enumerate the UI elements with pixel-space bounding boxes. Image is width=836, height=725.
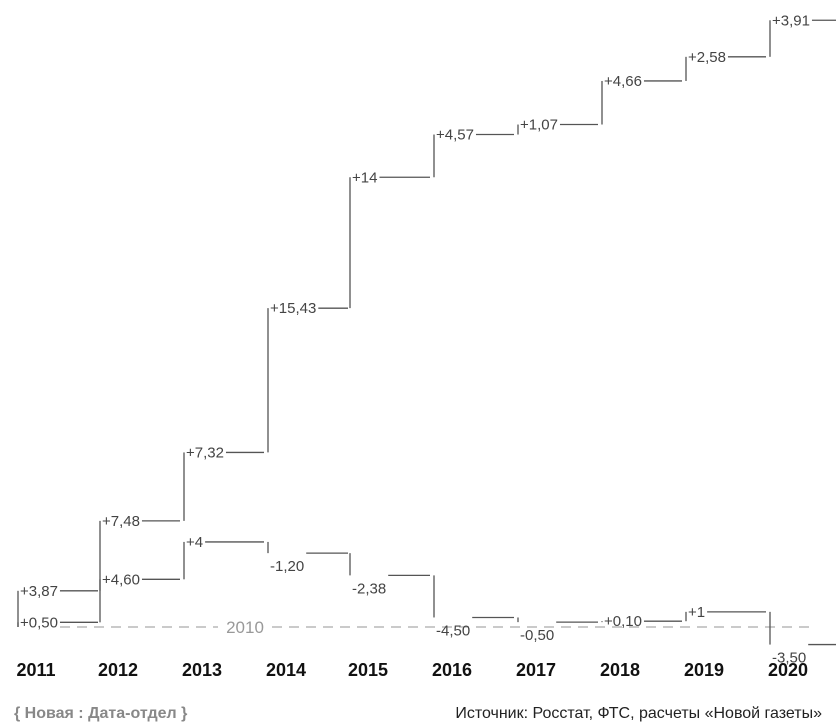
baseline-label: 2010 (226, 618, 264, 637)
series-1-label-2015: +14 (352, 169, 377, 186)
series-1-label-2017: +1,07 (520, 117, 558, 134)
series-1-label-2019: +2,58 (688, 49, 726, 66)
series-2-label-2011: +0,50 (20, 614, 58, 631)
year-label-2018: 2018 (600, 660, 640, 680)
year-label-2019: 2019 (684, 660, 724, 680)
brand-label: { Новая : Дата-отдел } (14, 705, 188, 722)
year-label-2017: 2017 (516, 660, 556, 680)
series-2-label-2013: +4 (186, 534, 203, 551)
series-1-label-2012: +7,48 (102, 513, 140, 530)
series-1-label-2018: +4,66 (604, 73, 642, 90)
series-2-label-2014: -1,20 (270, 558, 304, 575)
series-2-label-2018: +0,10 (604, 613, 642, 630)
series-2-label-2017: -0,50 (520, 627, 554, 644)
year-label-2016: 2016 (432, 660, 472, 680)
series-1-label-2020: +3,91 (772, 12, 810, 29)
series-2-label-2016: -4,50 (436, 622, 470, 639)
year-label-2013: 2013 (182, 660, 222, 680)
series-2-label-2015: -2,38 (352, 580, 386, 597)
series-2-label-2019: +1 (688, 604, 705, 621)
step-chart: 2010 +3,87 +7,48 +7,32 +15,43 +14 +4,57 +1,07 +4… (16, 12, 836, 680)
series-1-label-2014: +15,43 (270, 300, 316, 317)
year-label-2015: 2015 (348, 660, 388, 680)
series-1-label-2011: +3,87 (20, 583, 58, 600)
series-2-label-2020: -3,50 (772, 650, 806, 667)
year-label-2020: 2020 (768, 660, 808, 680)
year-label-2012: 2012 (98, 660, 138, 680)
series-2-label-2012: +4,60 (102, 571, 140, 588)
year-label-2011: 2011 (16, 660, 55, 680)
source-note: Источник: Росстат, ФТС, расчеты «Новой г… (455, 705, 822, 722)
year-label-2014: 2014 (266, 660, 306, 680)
series-1-label-2013: +7,32 (186, 444, 224, 461)
series-1-label-2016: +4,57 (436, 127, 474, 144)
